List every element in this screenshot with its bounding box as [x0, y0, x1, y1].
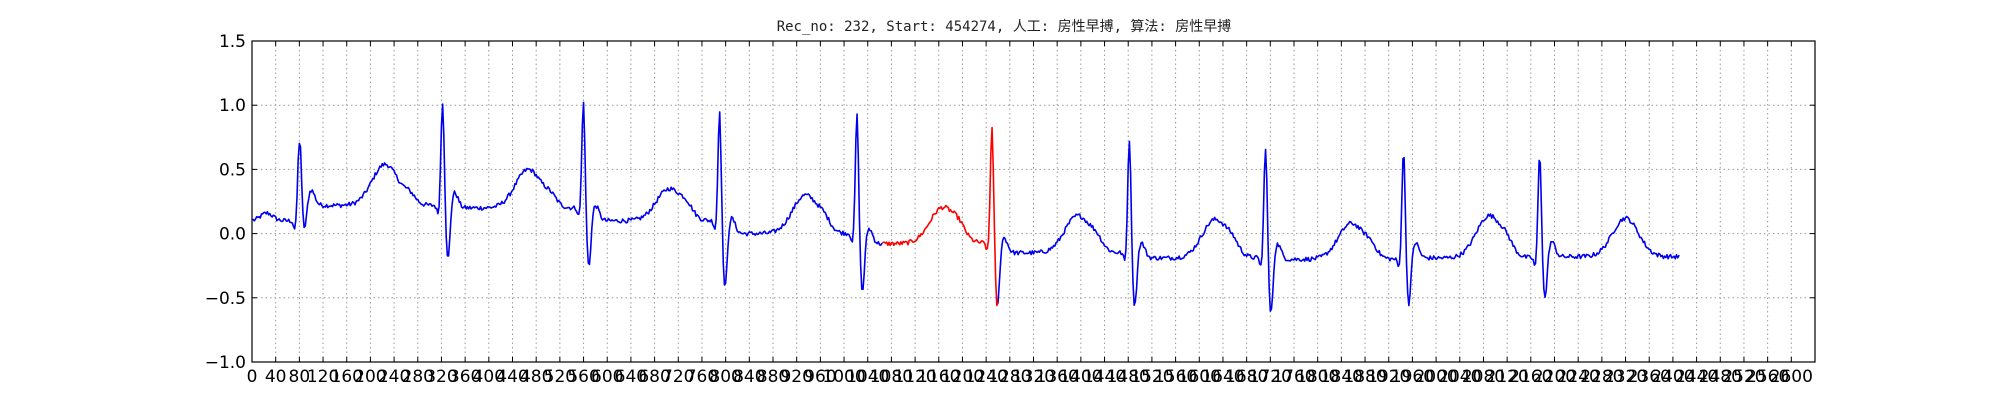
y-tick-label: 0.0: [219, 225, 246, 245]
y-tick-label: −1.0: [205, 353, 246, 373]
x-tick-label: 1760: [1272, 367, 1315, 387]
x-tick-label: 1720: [1249, 367, 1292, 387]
x-tick-label: 2520: [1722, 367, 1765, 387]
x-tick-label: 320: [425, 367, 457, 387]
x-tick-label: 2280: [1580, 367, 1623, 387]
x-tick-label: 2360: [1628, 367, 1671, 387]
ecg-series-normal: [252, 101, 1680, 312]
x-tick-label: 1240: [965, 367, 1008, 387]
x-tick-label: 1560: [1154, 367, 1197, 387]
x-tick-label: 400: [473, 367, 505, 387]
x-tick-label: 2160: [1509, 367, 1552, 387]
x-tick-label: 640: [615, 367, 647, 387]
y-tick-label: 1.5: [219, 32, 246, 52]
x-tick-label: 1880: [1343, 367, 1386, 387]
x-tick-label: 1160: [917, 367, 960, 387]
x-tick-label: 1280: [988, 367, 1031, 387]
x-tick-label: 2000: [1414, 367, 1457, 387]
x-tick-label: 680: [638, 367, 670, 387]
x-tick-label: 560: [567, 367, 599, 387]
x-tick-label: 2440: [1675, 367, 1718, 387]
x-tick-label: 120: [307, 367, 339, 387]
ecg-series-premature-beat: [882, 126, 999, 307]
x-tick-label: 2040: [1438, 367, 1481, 387]
x-tick-label: 2560: [1746, 367, 1789, 387]
x-tick-label: 720: [662, 367, 694, 387]
x-tick-label: 1040: [846, 367, 889, 387]
x-tick-label: 600: [591, 367, 623, 387]
ecg-trace: [252, 101, 1680, 312]
x-tick-label: 1800: [1296, 367, 1339, 387]
x-tick-label: 240: [378, 367, 410, 387]
x-tick-label: 2480: [1699, 367, 1742, 387]
x-tick-label: 1840: [1320, 367, 1363, 387]
x-tick-label: 840: [733, 367, 765, 387]
y-axis-ticks: −1.0 −0.5 0.0 0.5 1.0 1.5: [205, 32, 1815, 373]
x-tick-label: 1000: [822, 367, 865, 387]
x-tick-label: 480: [520, 367, 552, 387]
grid-lines: [252, 41, 1815, 362]
x-tick-label: 2600: [1770, 367, 1813, 387]
x-tick-label: 760: [686, 367, 718, 387]
x-tick-label: 2120: [1486, 367, 1529, 387]
x-tick-label: 1440: [1083, 367, 1126, 387]
x-tick-label: 960: [804, 367, 836, 387]
x-tick-label: 360: [449, 367, 481, 387]
x-tick-label: 1320: [1012, 367, 1055, 387]
x-axis-ticks: 0 40 8012016020024028032036040044048052056…: [247, 41, 1813, 387]
chart-title: Rec_no: 232, Start: 454274, 人工: 房性早搏, 算法…: [777, 18, 1232, 35]
x-tick-label: 2320: [1604, 367, 1647, 387]
x-tick-label: 880: [757, 367, 789, 387]
x-tick-label: 1120: [893, 367, 936, 387]
x-tick-label: 1360: [1036, 367, 1079, 387]
x-tick-label: 520: [544, 367, 576, 387]
x-tick-label: 1920: [1367, 367, 1410, 387]
x-tick-label: 160: [331, 367, 363, 387]
x-tick-label: 2240: [1557, 367, 1600, 387]
x-tick-label: 2080: [1462, 367, 1505, 387]
x-tick-label: 200: [354, 367, 386, 387]
x-tick-label: 1640: [1201, 367, 1244, 387]
x-tick-label: 1480: [1107, 367, 1150, 387]
x-tick-label: 800: [709, 367, 741, 387]
plot-frame: [251, 40, 1816, 363]
x-tick-label: 80: [289, 367, 311, 387]
x-tick-label: 1200: [941, 367, 984, 387]
y-tick-label: −0.5: [205, 289, 246, 309]
y-tick-label: 1.0: [219, 96, 246, 116]
x-tick-label: 920: [780, 367, 812, 387]
x-tick-label: 2400: [1651, 367, 1694, 387]
x-tick-label: 40: [265, 367, 287, 387]
x-tick-label: 1680: [1225, 367, 1268, 387]
x-tick-label: 1600: [1178, 367, 1221, 387]
x-tick-label: 0: [247, 367, 258, 387]
x-tick-label: 1080: [870, 367, 913, 387]
x-tick-label: 440: [496, 367, 528, 387]
x-tick-label: 2200: [1533, 367, 1576, 387]
y-tick-label: 0.5: [219, 160, 246, 180]
x-tick-label: 1520: [1130, 367, 1173, 387]
x-tick-label: 1400: [1059, 367, 1102, 387]
x-tick-label: 1960: [1391, 367, 1434, 387]
x-tick-label: 280: [402, 367, 434, 387]
